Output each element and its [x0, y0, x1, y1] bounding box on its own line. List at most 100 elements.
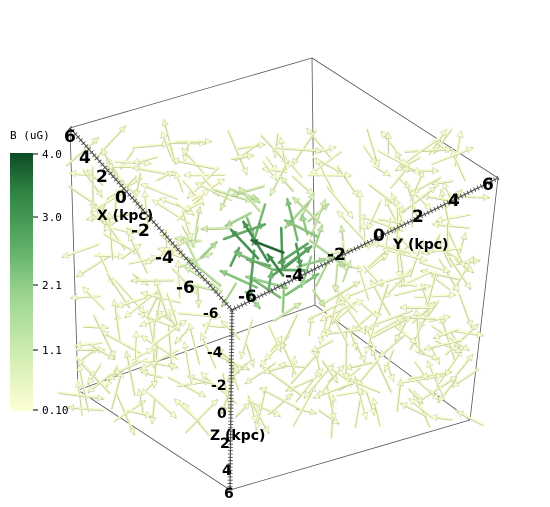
vector-arrow	[65, 136, 100, 167]
vector-arrow	[199, 240, 218, 259]
vector-arrow	[389, 164, 411, 189]
vector-arrow	[399, 401, 428, 418]
vector-arrow	[133, 171, 142, 198]
y-tick-label: 0	[373, 226, 385, 246]
y-tick-label: 4	[448, 191, 460, 211]
vector-arrow	[57, 391, 105, 402]
vector-arrow	[422, 338, 463, 352]
vector-arrow	[325, 291, 341, 338]
vector-arrow	[92, 252, 126, 260]
z-axis-title: Z (kpc)	[210, 428, 265, 444]
y-axis-line	[230, 175, 500, 313]
vector-arrow	[132, 329, 140, 360]
vector-arrow	[286, 159, 304, 179]
vector-arrow	[336, 164, 360, 198]
vector-arrow	[369, 315, 413, 340]
vector-arrow	[123, 349, 137, 397]
vector-arrow	[344, 360, 374, 371]
vector-arrow	[234, 401, 251, 418]
vector-arrow	[269, 163, 288, 197]
vector-arrow	[306, 171, 353, 180]
vector-arrow	[124, 225, 146, 236]
z-axis-ticks: -6 -4 -2 0 2 4 6	[203, 306, 234, 502]
vector-arrow	[402, 166, 440, 175]
vector-arrow	[314, 156, 336, 195]
vector-arrow	[431, 221, 471, 229]
vector-arrow	[92, 314, 117, 359]
vector-arrow	[426, 359, 446, 400]
vector-arrow	[278, 226, 287, 269]
x-tick-label: -2	[131, 221, 150, 241]
x-tick-label: -6	[176, 278, 195, 298]
vector-arrow	[291, 196, 322, 225]
colorbar-title: B (uG)	[10, 129, 50, 142]
vector-arrow	[454, 353, 474, 377]
vector-arrow	[427, 233, 442, 256]
vector-arrow	[296, 257, 327, 268]
vector-arrow	[237, 186, 262, 213]
vector-arrow	[377, 149, 422, 175]
vector-arrow	[224, 211, 252, 228]
vector-arrow	[305, 126, 334, 161]
vector-arrow	[407, 369, 453, 380]
z-tick-label: 4	[222, 463, 232, 479]
vector-arrow	[173, 397, 202, 424]
vector-arrow	[166, 375, 207, 398]
vector-arrow	[326, 364, 347, 379]
vector-arrow	[245, 257, 272, 267]
colorbar-label: 1.1	[42, 344, 62, 357]
vector-arrow	[291, 174, 315, 196]
vector-arrow	[283, 218, 320, 239]
vector-arrow	[393, 320, 408, 343]
vector-arrow	[81, 285, 106, 311]
vector-arrow	[266, 270, 275, 292]
vector-arrow	[384, 248, 429, 263]
vector-arrow	[267, 392, 294, 416]
vector-arrow	[244, 340, 256, 368]
vector-arrow	[365, 246, 391, 269]
vector-arrow	[184, 398, 219, 434]
vector-arrow	[272, 301, 302, 323]
vector-arrow	[230, 184, 266, 198]
vector-arrow	[434, 212, 472, 224]
vector-arrow	[373, 315, 405, 335]
vector-arrow	[355, 358, 380, 388]
vector-arrow	[181, 340, 193, 386]
vector-arrow	[413, 291, 457, 299]
vector-arrow	[362, 144, 378, 166]
vector-arrow	[87, 341, 116, 361]
vector-arrow	[173, 327, 190, 345]
vector-arrow	[352, 336, 367, 364]
vector-arrow	[366, 328, 377, 355]
vector-arrow	[436, 237, 453, 269]
vector-arrow	[250, 239, 285, 254]
vector-arrow	[155, 170, 175, 182]
vector-arrow	[127, 233, 149, 274]
vector-arrow	[151, 198, 192, 225]
x-tick-label: 2	[96, 167, 108, 187]
vector-arrow	[319, 280, 362, 307]
y-tick-label: -4	[285, 266, 304, 286]
vector-arrow	[253, 385, 268, 431]
z-tick-label: 0	[217, 406, 227, 422]
vector-arrow	[266, 253, 285, 277]
y-tick-label: -2	[327, 245, 346, 265]
vector-arrow	[239, 317, 254, 360]
vector-arrow	[203, 309, 216, 335]
vector-arrow	[325, 184, 355, 220]
vector-arrow	[434, 339, 463, 354]
vector-arrow	[141, 189, 150, 230]
vector-arrow	[82, 323, 110, 332]
vector-arrow	[394, 156, 422, 172]
vector-arrow	[149, 397, 157, 425]
vector-arrow	[430, 146, 475, 166]
vector-arrow	[383, 348, 395, 373]
vector-arrow	[147, 391, 178, 419]
y-tick-label: 2	[412, 207, 424, 227]
vector-arrow	[407, 387, 425, 405]
x-tick-label: 0	[115, 188, 127, 208]
vector-arrow	[89, 165, 97, 212]
vector-arrow	[384, 131, 393, 155]
vector-arrow	[307, 299, 348, 321]
